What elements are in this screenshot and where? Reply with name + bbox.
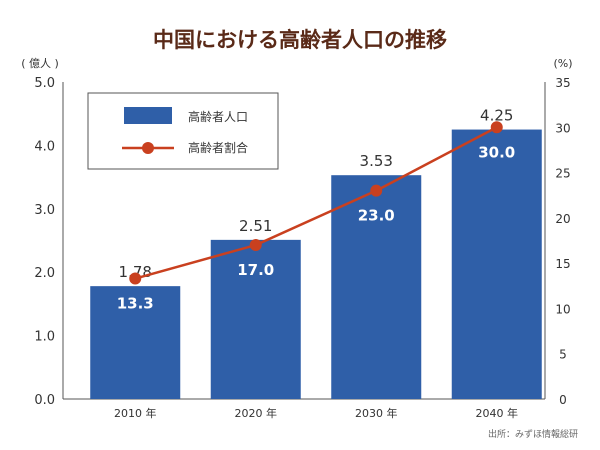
left-tick-label: 1.0 xyxy=(34,330,55,345)
legend-bar-label: 高齢者人口 xyxy=(188,109,248,124)
right-tick-label: 5 xyxy=(559,348,567,362)
bar-value-label: 2.51 xyxy=(239,217,272,235)
ratio-point xyxy=(129,272,142,285)
legend-line-label: 高齢者割合 xyxy=(188,140,248,155)
bar xyxy=(331,175,422,399)
left-tick-label: 4.0 xyxy=(34,139,55,154)
right-tick-label: 15 xyxy=(555,257,570,271)
right-tick-label: 25 xyxy=(555,167,570,181)
x-tick-label: 2030 年 xyxy=(355,406,398,420)
x-tick-label: 2010 年 xyxy=(114,406,157,420)
left-axis-label: ( 億人 ) xyxy=(21,57,59,70)
right-tick-label: 0 xyxy=(559,393,567,407)
ratio-value-label: 13.3 xyxy=(117,295,154,313)
ratio-point xyxy=(490,121,503,134)
ratio-value-label: 17.0 xyxy=(237,261,274,279)
bar xyxy=(210,239,301,399)
bar-value-label: 4.25 xyxy=(480,107,513,125)
left-tick-label: 0.0 xyxy=(34,393,55,408)
ratio-point xyxy=(370,184,383,197)
right-tick-label: 20 xyxy=(555,212,570,226)
bar-value-label: 3.53 xyxy=(360,152,393,170)
source-note: 出所：みずほ情報総研 xyxy=(487,430,578,440)
bar xyxy=(90,286,181,399)
right-tick-label: 35 xyxy=(555,76,570,90)
x-tick-label: 2020 年 xyxy=(235,406,278,420)
legend-line-marker xyxy=(142,142,154,154)
left-tick-label: 2.0 xyxy=(34,266,55,281)
legend-box xyxy=(87,92,279,170)
ratio-value-label: 30.0 xyxy=(478,143,515,161)
legend-bar-swatch xyxy=(124,107,172,124)
right-tick-label: 10 xyxy=(555,302,570,316)
left-tick-label: 5.0 xyxy=(34,76,55,91)
right-tick-label: 30 xyxy=(555,121,570,135)
bar xyxy=(451,129,542,400)
x-tick-label: 2040 年 xyxy=(476,406,519,420)
ratio-line xyxy=(134,126,498,280)
left-tick-label: 3.0 xyxy=(34,203,55,218)
chart-title: 中国における高齢者人口の推移 xyxy=(153,28,447,52)
right-axis-label: (%) xyxy=(553,57,572,70)
ratio-point xyxy=(249,239,262,252)
ratio-value-label: 23.0 xyxy=(358,207,395,225)
